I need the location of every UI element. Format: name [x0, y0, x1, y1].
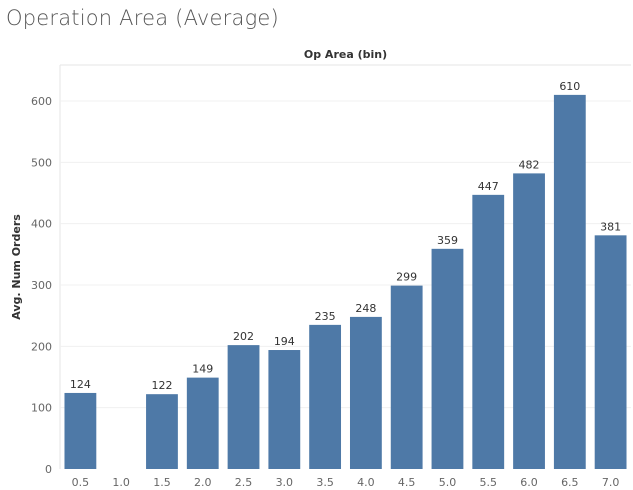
- y-tick-label: 400: [31, 218, 52, 231]
- x-tick-label: 0.5: [72, 476, 90, 489]
- x-tick-label: 1.5: [153, 476, 171, 489]
- bars: [64, 94, 627, 470]
- x-tick-label: 6.5: [561, 476, 579, 489]
- data-label: 482: [519, 158, 540, 171]
- bar-1.5: [146, 394, 178, 469]
- bar-5.0: [431, 248, 464, 469]
- data-label: 381: [600, 220, 621, 233]
- data-label: 194: [274, 335, 295, 348]
- bar-0.5: [64, 392, 97, 469]
- bar-6.0: [513, 173, 545, 469]
- data-labels: 124 122 149 202 194 235 248 299 359 447 482 610 381: [70, 80, 621, 392]
- data-label: 235: [315, 310, 336, 323]
- bar-5.5: [472, 194, 505, 469]
- chart-title: Operation Area (Average): [6, 6, 279, 30]
- bar-6.5: [553, 94, 586, 470]
- bar-7.0: [594, 235, 627, 469]
- y-tick-label: 500: [31, 156, 52, 169]
- gridlines: [59, 64, 631, 469]
- x-tick-label: 5.5: [480, 476, 498, 489]
- x-tick-label: 1.0: [112, 476, 130, 489]
- x-axis-title: Op Area (bin): [304, 48, 387, 61]
- bar-3.5: [309, 324, 342, 469]
- bar-4.0: [349, 316, 382, 469]
- x-tick-label: 2.5: [235, 476, 253, 489]
- y-tick-label: 100: [31, 402, 52, 415]
- data-label: 299: [396, 271, 417, 284]
- x-tick-label: 2.0: [194, 476, 212, 489]
- data-label: 447: [478, 180, 499, 193]
- data-label: 610: [559, 80, 580, 93]
- x-tick-label: 3.0: [276, 476, 294, 489]
- bar-3.0: [268, 350, 301, 469]
- y-tick-label: 200: [31, 340, 52, 353]
- x-tick-label: 4.5: [398, 476, 416, 489]
- x-tick-label: 3.5: [316, 476, 334, 489]
- y-tick-label: 300: [31, 279, 52, 292]
- x-tick-label: 7.0: [602, 476, 620, 489]
- bar-2.5: [227, 345, 260, 469]
- data-label: 202: [233, 330, 254, 343]
- y-axis-title: Avg. Num Orders: [10, 214, 23, 320]
- data-label: 122: [151, 379, 172, 392]
- y-axis-ticks: 0 100 200 300 400 500 600: [31, 95, 52, 476]
- data-label: 248: [355, 302, 376, 315]
- data-label: 359: [437, 234, 458, 247]
- bar-4.5: [390, 285, 423, 469]
- bar-2.0: [186, 377, 219, 469]
- data-label: 149: [192, 363, 213, 376]
- x-tick-label: 5.0: [439, 476, 457, 489]
- data-label: 124: [70, 378, 91, 391]
- x-axis-ticks: 0.5 1.0 1.5 2.0 2.5 3.0 3.5 4.0 4.5 5.0 5.5 6.0 6.5 7…: [72, 476, 620, 489]
- x-tick-label: 6.0: [520, 476, 538, 489]
- y-tick-label: 600: [31, 95, 52, 108]
- y-tick-label: 0: [45, 463, 52, 476]
- x-tick-label: 4.0: [357, 476, 375, 489]
